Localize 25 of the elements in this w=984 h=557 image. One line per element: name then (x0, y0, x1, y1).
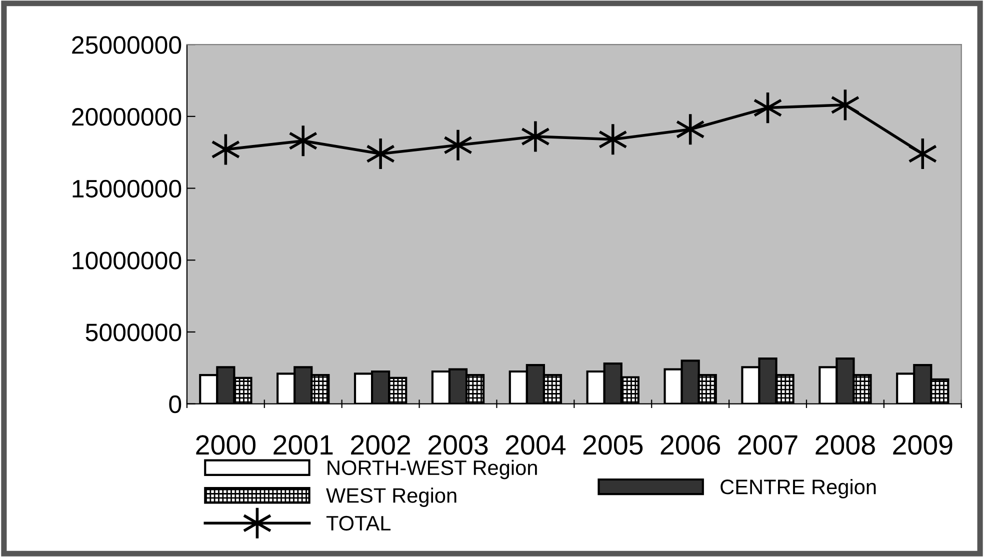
x-tick-label: 2004 (506, 435, 566, 455)
x-tick-label: 2008 (816, 435, 875, 455)
point (598, 122, 628, 156)
point (443, 128, 473, 162)
legend-label: TOTAL (326, 516, 391, 531)
y-tick-label: 0 (169, 395, 182, 414)
x-tick-label: 2006 (660, 435, 720, 455)
legend-label: WEST Region (326, 488, 456, 507)
y-tick-label: 25000000 (72, 36, 182, 54)
x-tick-label: 2005 (583, 435, 643, 455)
legend-label: CENTRE Region (720, 479, 876, 498)
x-tick-label: 2003 (428, 435, 488, 455)
x-tick-label: 2009 (893, 435, 952, 455)
x-tick-label: 2001 (274, 435, 333, 455)
x-tick-label: 2007 (738, 435, 798, 455)
point (288, 124, 318, 158)
point (520, 120, 550, 154)
y-tick-label: 5000000 (86, 324, 182, 342)
legend-label: NORTH-WEST Region (328, 460, 537, 480)
point (366, 137, 396, 170)
x-tick-label: 2002 (351, 435, 410, 455)
x-tick-label: 2000 (196, 435, 256, 455)
y-tick-label: 10000000 (72, 252, 182, 270)
y-tick-label: 20000000 (72, 108, 182, 126)
y-tick-label: 15000000 (72, 180, 182, 198)
